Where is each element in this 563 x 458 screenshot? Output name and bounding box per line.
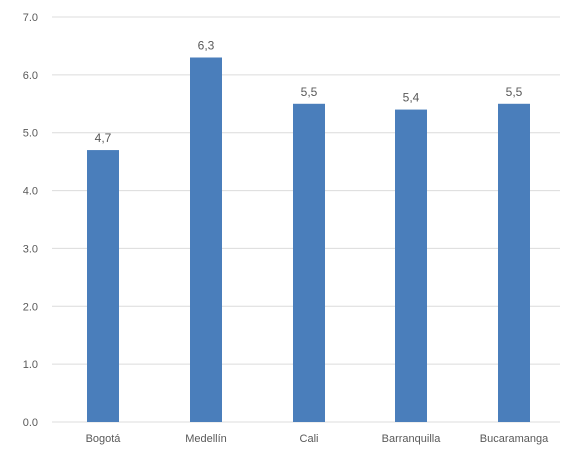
y-tick-label: 7.0: [23, 12, 38, 24]
data-labels: 4,7 6,3 5,5 5,4 5,5: [95, 39, 523, 146]
data-label: 5,5: [301, 85, 318, 99]
y-axis-ticks: 0.0 1.0 2.0 3.0 4.0 5.0 6.0 7.0: [23, 12, 38, 429]
x-tick-label: Cali: [300, 433, 319, 445]
bar: [190, 57, 222, 422]
data-label: 4,7: [95, 131, 112, 145]
bar: [293, 103, 325, 423]
bar: [498, 103, 530, 423]
x-tick-label: Medellín: [185, 433, 227, 445]
x-tick-label: Bucaramanga: [480, 433, 549, 445]
bar: [87, 150, 119, 423]
y-tick-label: 5.0: [23, 128, 38, 140]
x-tick-label: Barranquilla: [382, 433, 442, 445]
bar: [395, 109, 427, 423]
data-label: 5,5: [506, 85, 523, 99]
y-tick-label: 3.0: [23, 243, 38, 255]
y-tick-label: 2.0: [23, 301, 38, 313]
x-axis-ticks: Bogotá Medellín Cali Barranquilla Bucaramang…: [86, 433, 550, 445]
data-label: 5,4: [403, 91, 420, 105]
x-tick-label: Bogotá: [86, 433, 122, 445]
y-tick-label: 4.0: [23, 186, 38, 198]
data-label: 6,3: [198, 39, 215, 53]
y-tick-label: 0.0: [23, 417, 38, 429]
bars: [87, 57, 530, 423]
y-tick-label: 1.0: [23, 359, 38, 371]
y-tick-label: 6.0: [23, 70, 38, 82]
